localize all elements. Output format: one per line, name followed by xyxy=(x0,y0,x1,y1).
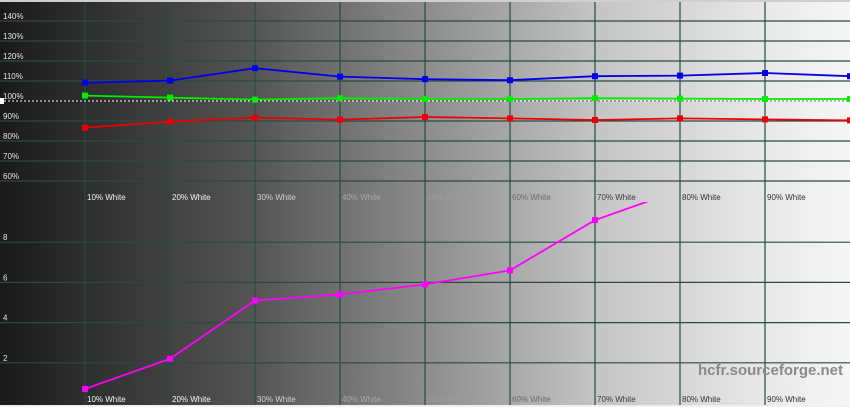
data-point-marker xyxy=(677,72,683,79)
data-point-marker xyxy=(422,96,428,102)
x-category-label: 20% White xyxy=(172,395,211,404)
data-point-marker xyxy=(167,355,173,362)
y-tick-label: 2 xyxy=(3,354,8,363)
x-category-label: 70% White xyxy=(597,395,636,404)
data-point-marker xyxy=(847,96,850,102)
data-point-marker xyxy=(507,77,513,84)
data-point-marker xyxy=(167,94,173,101)
watermark: hcfr.sourceforge.net xyxy=(698,362,843,379)
series-group xyxy=(82,65,850,131)
series-line xyxy=(84,202,649,390)
y-tick-label: 60% xyxy=(3,172,19,181)
x-category-label: 60% White xyxy=(512,193,551,202)
x-category-label: 30% White xyxy=(257,395,296,404)
x-category-label: 60% White xyxy=(512,395,551,404)
data-point-marker xyxy=(592,217,598,224)
data-point-marker xyxy=(167,77,173,84)
data-point-marker xyxy=(677,115,683,122)
data-point-marker xyxy=(422,114,428,120)
y-tick-label: 4 xyxy=(3,314,8,323)
y-tick-label: 140% xyxy=(3,12,23,21)
x-category-label: 50% White xyxy=(427,193,466,202)
data-point-marker xyxy=(337,73,343,80)
data-point-marker xyxy=(762,96,768,102)
x-category-label: 50% White xyxy=(427,395,466,404)
data-point-marker xyxy=(422,281,428,288)
y-tick-label: 120% xyxy=(3,52,23,61)
data-point-marker xyxy=(677,95,683,102)
data-point-marker xyxy=(847,117,850,124)
data-point-marker xyxy=(592,73,598,80)
y-tick-label: 6 xyxy=(3,273,8,282)
y-tick-label: 80% xyxy=(3,132,19,141)
data-point-marker xyxy=(507,96,513,102)
x-category-label: 40% White xyxy=(342,395,381,404)
x-category-label: 30% White xyxy=(257,193,296,202)
data-point-marker xyxy=(82,385,88,392)
series-line xyxy=(84,94,850,101)
data-point-marker xyxy=(422,76,428,83)
data-point-marker xyxy=(337,95,343,102)
data-point-marker xyxy=(82,92,88,99)
data-point-marker xyxy=(847,73,850,80)
x-category-label: 70% White xyxy=(597,193,636,202)
data-point-marker xyxy=(762,70,768,76)
data-point-marker xyxy=(337,116,343,123)
series-line xyxy=(84,116,850,129)
data-point-marker xyxy=(167,118,173,125)
data-point-marker xyxy=(252,96,258,103)
x-category-label: 90% White xyxy=(767,193,806,202)
data-point-marker xyxy=(337,291,343,298)
x-category-label: 10% White xyxy=(87,395,126,404)
x-category-label: 90% White xyxy=(767,395,806,404)
series-group xyxy=(82,202,649,392)
x-category-label: 80% White xyxy=(682,395,721,404)
x-category-label: 10% White xyxy=(87,193,126,202)
y-tick-label: 110% xyxy=(3,72,23,81)
x-category-label: 40% White xyxy=(342,193,381,202)
data-point-marker xyxy=(82,79,88,86)
data-point-marker xyxy=(82,124,88,131)
data-point-marker xyxy=(762,116,768,123)
x-category-label: 20% White xyxy=(172,193,211,202)
data-point-marker xyxy=(252,297,258,304)
y-tick-label: 90% xyxy=(3,112,19,121)
data-point-marker xyxy=(507,267,513,274)
y-tick-label: 100% xyxy=(3,92,23,101)
data-point-marker xyxy=(252,114,258,121)
data-point-marker xyxy=(252,65,258,72)
y-tick-label: 130% xyxy=(3,32,23,41)
y-tick-label: 70% xyxy=(3,152,19,161)
series-line xyxy=(84,67,850,84)
data-point-marker xyxy=(507,115,513,122)
y-tick-label: 8 xyxy=(3,233,8,242)
data-point-marker xyxy=(592,117,598,123)
data-point-marker xyxy=(592,95,598,102)
reference-marker xyxy=(0,98,4,104)
x-category-label: 80% White xyxy=(682,193,721,202)
